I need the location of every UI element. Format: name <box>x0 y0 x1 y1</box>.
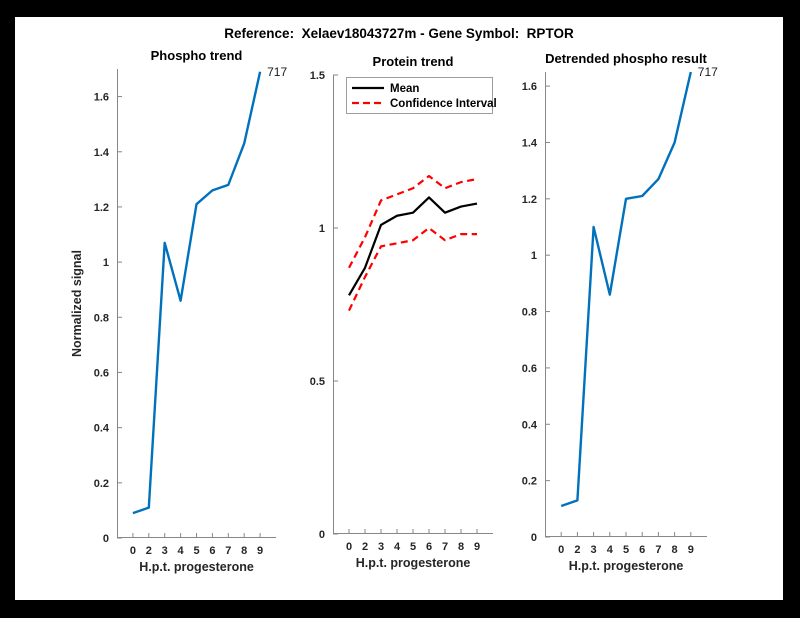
x-tick-label: 2 <box>146 545 152 557</box>
y-tick-label: 1 <box>531 250 537 262</box>
x-tick-label: 5 <box>623 544 629 556</box>
axes: 00.20.40.60.811.21.41.60 2 3 4 5 6 7 8 9 <box>94 69 276 557</box>
series-mean <box>348 196 478 296</box>
legend: Mean Confidence Interval <box>346 77 497 114</box>
legend-label: Mean <box>390 83 419 95</box>
y-tick-label: 0.8 <box>522 307 537 319</box>
series-end-label: 717 <box>267 65 287 79</box>
y-tick-label: 0 <box>319 529 325 541</box>
series-detrended-phospho-signal <box>560 71 692 508</box>
x-tick-label: 9 <box>257 545 263 557</box>
y-tick-label: 0.6 <box>94 367 109 379</box>
plot-title: Phospho trend <box>151 48 243 63</box>
x-tick-label: 0 <box>558 544 564 556</box>
y-tick-label: 0 <box>531 532 537 544</box>
series-confidence-interval-upper <box>348 174 478 269</box>
y-tick-label: 0.8 <box>94 312 109 324</box>
y-tick-label: 1.5 <box>310 70 325 82</box>
x-tick-label: 6 <box>209 545 215 557</box>
x-tick-label: 7 <box>442 541 448 553</box>
legend-label: Confidence Interval <box>390 98 497 110</box>
legend-box <box>346 77 493 114</box>
y-tick-label: 0.5 <box>310 376 325 388</box>
x-tick-label: 9 <box>474 541 480 553</box>
y-tick-label: 0.4 <box>94 423 110 435</box>
y-tick-label: 0.4 <box>522 419 538 431</box>
x-axis-label: H.p.t. progesterone <box>356 556 471 570</box>
series-phospho-signal <box>132 71 262 515</box>
y-tick-label: 0 <box>103 533 109 545</box>
x-tick-label: 9 <box>688 544 694 556</box>
x-tick-label: 4 <box>178 545 185 557</box>
y-tick-label: 1.4 <box>522 137 538 149</box>
x-tick-label: 5 <box>410 541 416 553</box>
x-tick-label: 3 <box>591 544 597 556</box>
y-tick-label: 1.6 <box>522 81 537 93</box>
x-tick-label: 6 <box>426 541 432 553</box>
axes: 00.20.40.60.811.21.41.60 2 3 4 5 6 7 8 9 <box>522 72 707 556</box>
figure-canvas: Reference: Xelaev18043727m - Gene Symbol… <box>15 17 783 600</box>
series-end-label: 717 <box>698 65 718 79</box>
y-tick-label: 1 <box>103 257 109 269</box>
x-tick-label: 7 <box>655 544 661 556</box>
x-tick-label: 7 <box>225 545 231 557</box>
y-tick-label: 1.4 <box>94 147 110 159</box>
x-axis-label: H.p.t. progesterone <box>139 560 254 574</box>
y-tick-label: 0.2 <box>94 478 109 490</box>
y-axis-label: Normalized signal <box>70 250 84 357</box>
x-tick-label: 5 <box>193 545 199 557</box>
y-tick-label: 0.2 <box>522 476 537 488</box>
subplot-protein-trend: 0 0.5 1 1.5 0 2 3 4 5 6 7 8 9 Protein trend H.p.t. pro… <box>310 54 497 570</box>
x-tick-label: 2 <box>362 541 368 553</box>
subplot-detrended-phospho-result: 0 0.2 0.4 0.6 0.8 1 1.2 1.4 1.6 0 2 3 4 5 6 7 8 9 Detrende… <box>522 51 718 573</box>
x-tick-label: 3 <box>378 541 384 553</box>
subplot-phospho-trend: 0 0.2 0.4 0.6 0.8 1 1.2 1.4 1.6 0 2 3 4 5 6 7 8 9 Phospho … <box>70 48 287 574</box>
x-tick-label: 4 <box>607 544 614 556</box>
y-tick-label: 0.6 <box>522 363 537 375</box>
y-tick-label: 1 <box>319 223 325 235</box>
x-tick-label: 2 <box>574 544 580 556</box>
series-confidence-interval-lower <box>348 226 477 312</box>
x-tick-label: 6 <box>639 544 645 556</box>
x-tick-label: 0 <box>130 545 136 557</box>
x-tick-label: 8 <box>241 545 247 557</box>
x-tick-label: 4 <box>394 541 401 553</box>
x-tick-label: 0 <box>346 541 352 553</box>
y-tick-label: 1.2 <box>522 194 537 206</box>
chart-svg: 00.20.40.60.811.21.41.60 2 3 4 5 6 7 8 9Detrende… <box>522 51 718 573</box>
axes: 00.511.50 2 3 4 5 6 7 8 9 <box>310 70 493 553</box>
x-tick-label: 8 <box>458 541 464 553</box>
y-tick-label: 1.2 <box>94 202 109 214</box>
x-tick-label: 3 <box>162 545 168 557</box>
chart-svg: 00.20.40.60.811.21.41.60 2 3 4 5 6 7 8 9Phospho … <box>70 48 287 574</box>
x-axis-label: H.p.t. progesterone <box>569 559 684 573</box>
figure-title: Reference: Xelaev18043727m - Gene Symbol… <box>224 26 574 41</box>
plot-title: Detrended phospho result <box>545 51 707 66</box>
plot-title: Protein trend <box>373 54 454 69</box>
x-tick-label: 8 <box>672 544 678 556</box>
y-tick-label: 1.6 <box>94 92 109 104</box>
